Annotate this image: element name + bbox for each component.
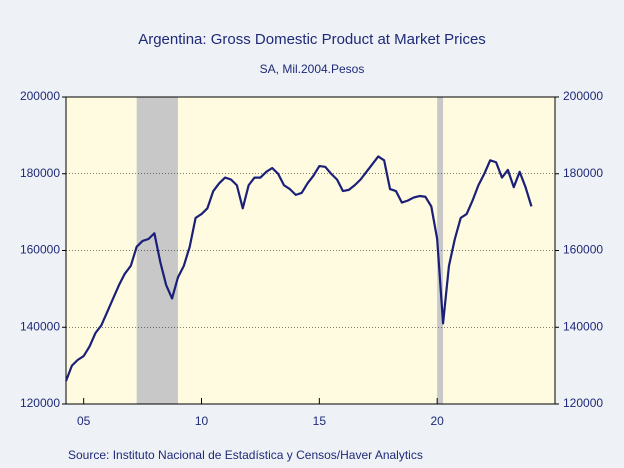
- x-tick-label: 15: [313, 414, 327, 428]
- y-tick-label: 160000: [20, 243, 60, 257]
- chart-subtitle: SA, Mil.2004.Pesos: [260, 62, 365, 76]
- y2-tick-label: 140000: [563, 319, 603, 333]
- y-tick-label: 120000: [20, 396, 60, 410]
- x-tick-label: 20: [430, 414, 444, 428]
- y-tick-label: 200000: [20, 89, 60, 103]
- y-tick-label: 180000: [20, 166, 60, 180]
- x-tick-label: 10: [195, 414, 209, 428]
- y2-tick-label: 160000: [563, 243, 603, 257]
- chart-title: Argentina: Gross Domestic Product at Mar…: [138, 31, 486, 48]
- y2-tick-label: 120000: [563, 396, 603, 410]
- x-tick-label: 05: [77, 414, 91, 428]
- data-line: [64, 155, 533, 382]
- y2-tick-label: 180000: [563, 166, 603, 180]
- plot-frame: [65, 96, 556, 405]
- y-tick-label: 140000: [20, 319, 60, 333]
- y2-tick-label: 200000: [563, 89, 603, 103]
- source: Source: Instituto Nacional de Estadístic…: [68, 448, 423, 462]
- recession-shade: [437, 97, 444, 404]
